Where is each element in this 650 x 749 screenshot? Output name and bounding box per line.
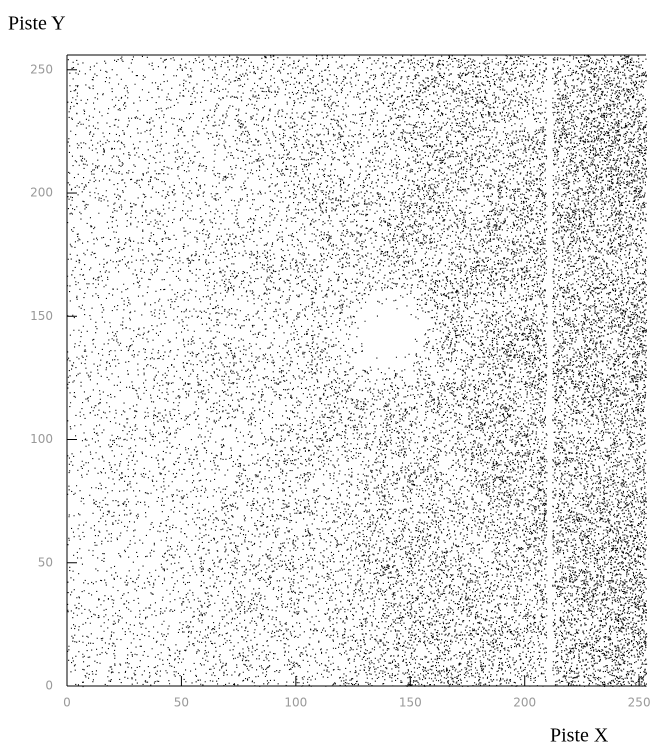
y-axis-label: Piste Y: [8, 13, 66, 35]
y-tick-label: 50: [38, 555, 53, 569]
y-tick-label: 200: [30, 186, 53, 200]
x-tick-label: 100: [284, 696, 307, 710]
y-tick-label: 0: [45, 679, 53, 693]
x-tick-label: 200: [513, 696, 536, 710]
x-tick-label: 250: [628, 696, 650, 710]
y-tick-label: 150: [30, 309, 53, 323]
hit-texture: [67, 55, 648, 688]
y-tick-label: 100: [30, 432, 53, 446]
x-tick-label: 150: [399, 696, 422, 710]
x-axis-label: Piste X: [550, 725, 609, 747]
x-tick-label: 50: [174, 696, 189, 710]
x-tick-label: 0: [63, 696, 71, 710]
y-tick-label: 250: [30, 62, 53, 76]
